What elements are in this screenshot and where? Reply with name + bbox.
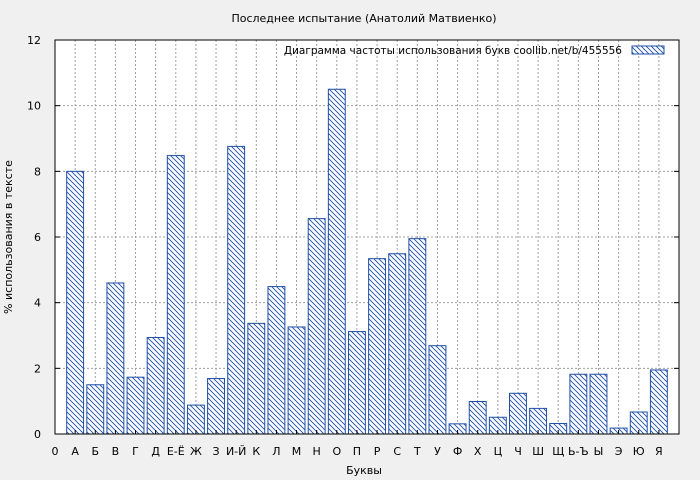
x-tick-label: Б	[91, 445, 99, 458]
legend-swatch	[631, 45, 665, 55]
bars	[66, 88, 668, 435]
x-tick-label: Ж	[190, 445, 202, 458]
x-tick-label: В	[112, 445, 120, 458]
x-tick-label: Г	[132, 445, 139, 458]
bar-О	[327, 88, 346, 435]
y-tick-label: 6	[34, 231, 41, 244]
y-axis-label: % использования в тексте	[2, 160, 15, 314]
bar-Т	[408, 238, 427, 435]
x-tick-label: С	[393, 445, 401, 458]
bar-И-Й	[227, 145, 246, 435]
x-tick-label: К	[252, 445, 260, 458]
bar-П	[347, 331, 366, 435]
bar-В	[106, 282, 125, 435]
legend: Диаграмма частоты использования букв coo…	[284, 45, 665, 57]
x-tick-label: Ш	[532, 445, 544, 458]
y-tick-label: 0	[34, 428, 41, 441]
x-tick-label: Щ	[552, 445, 564, 458]
bar-Л	[267, 286, 286, 435]
x-tick-label: Е-Ё	[167, 445, 185, 458]
x-tick-label: З	[213, 445, 220, 458]
x-tick-label: П	[353, 445, 361, 458]
x-tick-label: М	[292, 445, 302, 458]
x-tick-label: Н	[313, 445, 321, 458]
bar-А	[66, 170, 85, 435]
x-tick-label: Э	[615, 445, 623, 458]
bar-У	[428, 345, 447, 435]
x-tick-label: А	[71, 445, 79, 458]
x-axis-label: Буквы	[346, 464, 382, 477]
x-tick-label: Р	[374, 445, 381, 458]
x-tick-label: Л	[272, 445, 280, 458]
bar-Х	[468, 400, 487, 435]
y-tick-label: 12	[27, 34, 41, 47]
y-tick-label: 8	[34, 165, 41, 178]
bar-Ь-Ъ	[569, 373, 588, 435]
bar-Ы	[589, 373, 608, 435]
legend-label: Диаграмма частоты использования букв coo…	[284, 45, 622, 57]
bar-Д	[146, 336, 165, 435]
x-tick-label: Х	[474, 445, 482, 458]
bar-С	[388, 253, 407, 435]
x-tick-label: 0	[52, 445, 59, 458]
x-tick-label: Т	[413, 445, 421, 458]
x-tick-label: О	[332, 445, 341, 458]
bar-Р	[368, 258, 387, 435]
y-tick-label: 2	[34, 362, 41, 375]
bar-Н	[307, 218, 326, 435]
x-axis: 0 А Б В Г Д Е-Ё Ж З И-Й К Л М Н О П Р С Т У Ф Х Ц Ч Ш Щ Ь-Ъ Ы Э Ю Я	[52, 430, 663, 458]
bar-Б	[86, 384, 105, 435]
bar-К	[247, 322, 266, 435]
x-tick-label: Я	[655, 445, 663, 458]
bar-М	[287, 326, 306, 435]
bar-Ж	[186, 404, 205, 435]
x-tick-label: У	[434, 445, 441, 458]
bar-Г	[126, 376, 145, 435]
y-tick-label: 10	[27, 100, 41, 113]
x-tick-label: Ю	[633, 445, 645, 458]
x-tick-label: Ч	[514, 445, 522, 458]
y-axis: 0 2 4 6 8 10 12	[27, 34, 679, 441]
x-tick-label: Ф	[453, 445, 462, 458]
chart-title: Последнее испытание (Анатолий Матвиенко)	[231, 12, 496, 25]
y-tick-label: 4	[34, 297, 41, 310]
x-tick-label: И-Й	[226, 445, 246, 458]
x-tick-label: Ы	[594, 445, 604, 458]
bar-Е-Ё	[166, 155, 185, 435]
x-tick-label: Ь-Ъ	[568, 445, 589, 458]
x-tick-label: Д	[151, 445, 160, 458]
bar-З	[207, 378, 225, 435]
bar-Я	[649, 369, 668, 435]
bar-Ч	[509, 392, 527, 435]
x-tick-label: Ц	[494, 445, 503, 458]
